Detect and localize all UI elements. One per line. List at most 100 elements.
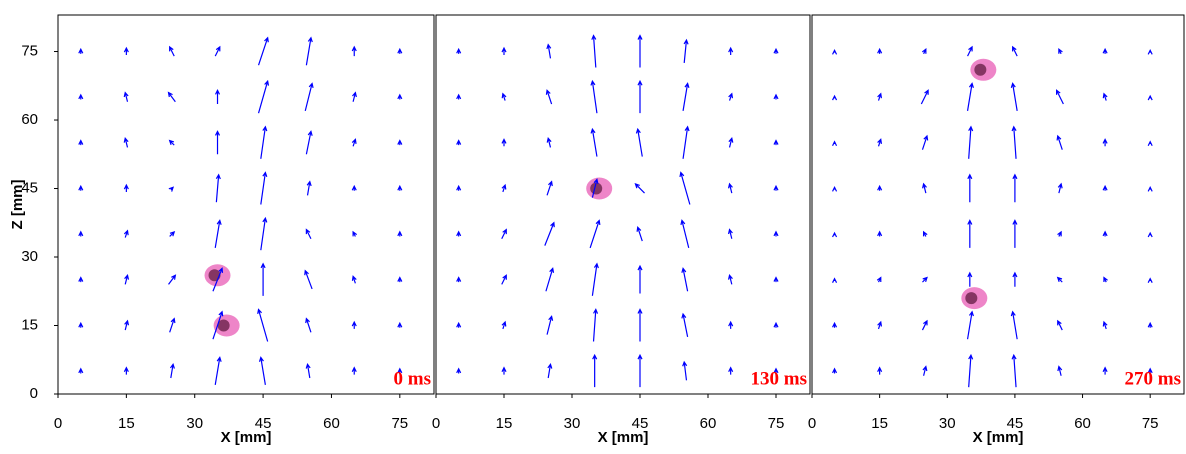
velocity-arrow	[456, 367, 462, 374]
velocity-arrow	[78, 139, 84, 146]
velocity-arrow	[922, 276, 928, 283]
velocity-arrow	[877, 230, 883, 237]
velocity-arrow	[78, 47, 84, 54]
velocity-arrow	[304, 82, 314, 112]
velocity-arrow	[966, 310, 974, 340]
velocity-arrow	[877, 320, 883, 330]
velocity-arrow	[967, 45, 973, 57]
time-label: 0 ms	[394, 368, 431, 389]
velocity-arrow	[545, 89, 553, 105]
velocity-arrow	[214, 219, 222, 248]
velocity-arrow	[397, 230, 403, 237]
plot-frame	[57, 14, 435, 395]
velocity-arrow	[832, 186, 838, 192]
velocity-arrow	[501, 366, 507, 375]
velocity-arrow	[456, 139, 462, 146]
y-axis-label: Z [mm]	[9, 180, 26, 230]
velocity-arrow	[728, 320, 734, 329]
velocity-arrow	[728, 366, 734, 375]
velocity-arrow	[456, 276, 462, 283]
velocity-arrow	[591, 262, 599, 296]
x-tick-label: 30	[939, 415, 956, 432]
velocity-arrow	[1147, 140, 1153, 146]
x-tick-label: 0	[808, 415, 816, 432]
velocity-arrow	[124, 319, 130, 331]
velocity-arrow	[832, 49, 838, 55]
velocity-arrow	[637, 264, 643, 294]
velocity-arrow	[679, 171, 691, 205]
velocity-arrow	[1147, 367, 1153, 374]
velocity-arrow	[773, 184, 779, 191]
velocity-arrow	[681, 267, 689, 292]
velocity-arrow	[169, 317, 176, 333]
velocity-arrow	[351, 45, 357, 57]
velocity-arrow	[1011, 125, 1017, 159]
velocity-arrow	[727, 273, 733, 285]
velocity-arrow	[922, 230, 928, 237]
velocity-arrow	[1056, 134, 1063, 150]
velocity-arrow	[1012, 45, 1018, 57]
velocity-arrow	[1010, 310, 1018, 340]
x-tick-label: 30	[564, 415, 581, 432]
velocity-arrow	[78, 321, 84, 328]
plot-frame	[435, 14, 811, 395]
x-tick-label: 75	[768, 415, 785, 432]
velocity-arrow	[1011, 353, 1017, 388]
velocity-arrow	[352, 230, 358, 237]
velocity-arrow	[1012, 271, 1018, 287]
velocity-arrow	[1056, 276, 1063, 283]
velocity-arrow	[78, 93, 84, 100]
velocity-arrow	[634, 183, 645, 194]
velocity-arrow	[1056, 89, 1064, 105]
velocity-arrow	[214, 130, 221, 155]
velocity-arrow	[728, 136, 734, 148]
velocity-arrow	[876, 276, 882, 283]
velocity-arrow	[1010, 82, 1018, 111]
velocity-arrow	[681, 312, 689, 338]
velocity-arrow	[168, 186, 175, 192]
x-tick-label: 45	[1007, 415, 1024, 432]
velocity-arrow	[590, 79, 598, 114]
velocity-arrow	[590, 127, 598, 157]
velocity-arrow	[773, 93, 779, 100]
x-tick-label: 15	[118, 415, 135, 432]
velocity-arrow	[877, 138, 883, 147]
velocity-arrow	[456, 47, 462, 54]
velocity-arrow	[546, 315, 554, 335]
velocity-arrow	[123, 183, 129, 192]
velocity-arrow	[592, 308, 599, 342]
velocity-arrow	[214, 45, 221, 57]
velocity-arrow	[546, 43, 552, 59]
velocity-arrow	[78, 230, 84, 237]
x-axis-label: X [mm]	[973, 429, 1024, 446]
velocity-arrow	[728, 92, 734, 101]
velocity-arrow	[305, 228, 312, 240]
velocity-arrow	[305, 317, 312, 333]
velocity-arrow	[212, 310, 224, 340]
y-tick-label: 30	[21, 248, 38, 265]
velocity-arrow	[123, 229, 129, 238]
velocity-arrow	[501, 183, 507, 193]
velocity-arrow	[78, 184, 84, 191]
velocity-arrow	[501, 274, 507, 285]
velocity-arrow	[773, 230, 779, 237]
velocity-arrow	[921, 48, 927, 55]
x-tick-label: 75	[391, 415, 408, 432]
velocity-arrow	[304, 269, 313, 290]
velocity-arrow	[727, 182, 733, 194]
velocity-arrow	[545, 267, 555, 292]
velocity-arrow	[260, 262, 266, 296]
velocity-arrow	[351, 138, 357, 147]
y-tick-label: 75	[21, 42, 38, 59]
velocity-arrow	[637, 79, 643, 114]
velocity-arrow	[257, 36, 269, 66]
x-axis-label: X [mm]	[221, 429, 272, 446]
velocity-arrow	[877, 366, 883, 375]
velocity-arrow	[1102, 320, 1108, 330]
velocity-arrow	[305, 362, 311, 379]
x-tick-label: 45	[632, 415, 649, 432]
velocity-arrow	[168, 274, 177, 285]
velocity-arrow	[727, 228, 733, 239]
velocity-arrow	[501, 228, 507, 240]
